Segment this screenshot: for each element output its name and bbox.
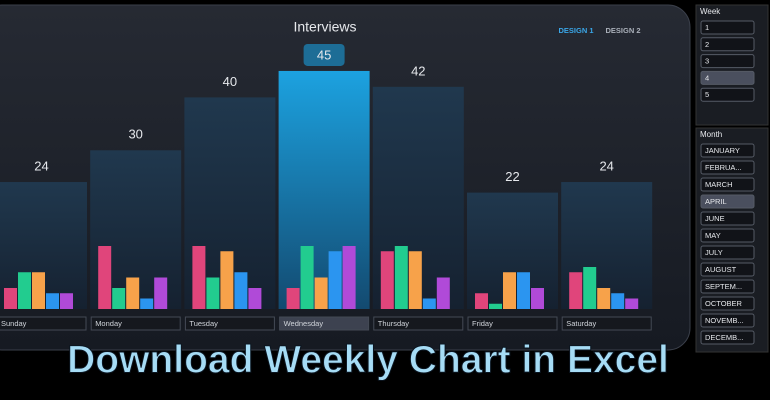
x-tick-label: Wednesday xyxy=(284,319,324,328)
slicer-item[interactable] xyxy=(700,143,755,158)
slicer-item[interactable] xyxy=(700,177,755,192)
slicer-item[interactable] xyxy=(700,313,755,328)
sub-bar xyxy=(342,246,356,309)
slicer-item-label: 4 xyxy=(705,73,709,82)
sub-bar xyxy=(611,293,625,309)
value-label: 45 xyxy=(317,47,331,62)
slicer-item-label: APRIL xyxy=(705,197,727,206)
category-box[interactable] xyxy=(373,316,464,331)
sub-bar xyxy=(60,293,73,309)
slicer-item-label: OCTOBER xyxy=(705,299,743,308)
sub-bar xyxy=(380,251,394,309)
slicer-item[interactable] xyxy=(700,296,755,311)
sub-bar xyxy=(192,246,206,309)
value-label: 22 xyxy=(505,169,519,184)
slicer-item[interactable] xyxy=(700,87,755,102)
value-label: 30 xyxy=(128,127,142,142)
sub-bar xyxy=(475,293,488,309)
sub-bar xyxy=(140,298,154,309)
sub-bar xyxy=(286,288,300,309)
slicer-title: Month xyxy=(700,130,722,139)
sub-bar xyxy=(517,272,530,309)
sub-bar xyxy=(503,272,516,309)
sub-bar xyxy=(422,298,436,309)
banner: Download Weekly Chart in Excel xyxy=(67,338,669,381)
value-label-box xyxy=(303,43,345,66)
chart-title: Interviews xyxy=(293,19,356,35)
sub-bar xyxy=(18,272,31,309)
value-label: 40 xyxy=(223,74,237,89)
category-box[interactable] xyxy=(0,316,87,331)
slicer-item-label: MARCH xyxy=(705,180,733,189)
x-tick-label: Friday xyxy=(472,319,493,328)
category-box[interactable] xyxy=(467,316,558,331)
slicer-item[interactable] xyxy=(700,262,755,277)
sub-bar xyxy=(314,277,328,309)
sub-bar xyxy=(46,293,59,309)
slicer-item-label: DECEMB... xyxy=(705,333,743,342)
value-label: 24 xyxy=(34,158,48,173)
sub-bar xyxy=(248,288,262,309)
slicer-item[interactable] xyxy=(700,245,755,260)
slicer-item-label: 5 xyxy=(705,90,709,99)
sub-bar xyxy=(126,277,140,309)
sub-bar xyxy=(220,251,234,309)
sub-bar xyxy=(436,277,450,309)
design-tab[interactable]: DESIGN 2 xyxy=(605,26,640,35)
slicer-item[interactable] xyxy=(700,228,755,243)
category-box[interactable] xyxy=(184,316,275,331)
slicer-item[interactable] xyxy=(700,37,755,52)
sub-bar xyxy=(489,303,502,309)
slicer-item-label: AUGUST xyxy=(705,265,737,274)
category-box[interactable] xyxy=(279,316,370,331)
slicer-title: Week xyxy=(700,7,721,16)
sub-bar xyxy=(583,267,597,309)
x-tick-label: Saturday xyxy=(566,319,596,328)
slicer-item[interactable] xyxy=(700,194,755,209)
value-label: 24 xyxy=(599,158,613,173)
sub-bar xyxy=(394,246,408,309)
sub-bar xyxy=(154,277,168,309)
slicer-item[interactable] xyxy=(700,160,755,175)
slicer-item[interactable] xyxy=(700,279,755,294)
sub-bar xyxy=(4,288,17,309)
sub-bar xyxy=(625,298,639,309)
slicer-item-label: SEPTEM... xyxy=(705,282,742,291)
slicer-item-label: 1 xyxy=(705,23,709,32)
slicer-item[interactable] xyxy=(700,330,755,345)
sub-bar xyxy=(300,246,314,309)
x-tick-label: Monday xyxy=(95,319,122,328)
bar xyxy=(278,70,370,309)
sub-bar xyxy=(531,288,544,309)
sub-bar xyxy=(112,288,126,309)
slicer-item-label: 2 xyxy=(705,40,709,49)
sub-bar xyxy=(32,272,45,309)
sub-bar xyxy=(597,288,611,309)
value-label: 42 xyxy=(411,63,425,78)
slicer-item[interactable] xyxy=(700,54,755,69)
slicer-item[interactable] xyxy=(700,211,755,226)
sub-bar xyxy=(569,272,583,309)
slicer-item-label: FEBRUA... xyxy=(705,163,742,172)
slicer-item[interactable] xyxy=(700,70,755,85)
slicer-item-label: 3 xyxy=(705,57,709,66)
sub-bar xyxy=(234,272,248,309)
sub-bar xyxy=(98,246,112,309)
category-box[interactable] xyxy=(561,316,652,331)
x-tick-label: Sunday xyxy=(1,319,27,328)
category-box[interactable] xyxy=(90,316,181,331)
design-tab[interactable]: DESIGN 1 xyxy=(558,26,593,35)
x-tick-label: Thursday xyxy=(378,319,410,328)
x-tick-label: Tuesday xyxy=(189,319,218,328)
slicer-item-label: JULY xyxy=(705,248,723,257)
sub-bar xyxy=(328,251,342,309)
sub-bar xyxy=(408,251,422,309)
slicer-item-label: NOVEMB... xyxy=(705,316,744,325)
slicer-item-label: JUNE xyxy=(705,214,725,223)
slicer-item-label: MAY xyxy=(705,231,721,240)
slicer-item[interactable] xyxy=(700,20,755,35)
slicer-item-label: JANUARY xyxy=(705,146,740,155)
sub-bar xyxy=(206,277,220,309)
